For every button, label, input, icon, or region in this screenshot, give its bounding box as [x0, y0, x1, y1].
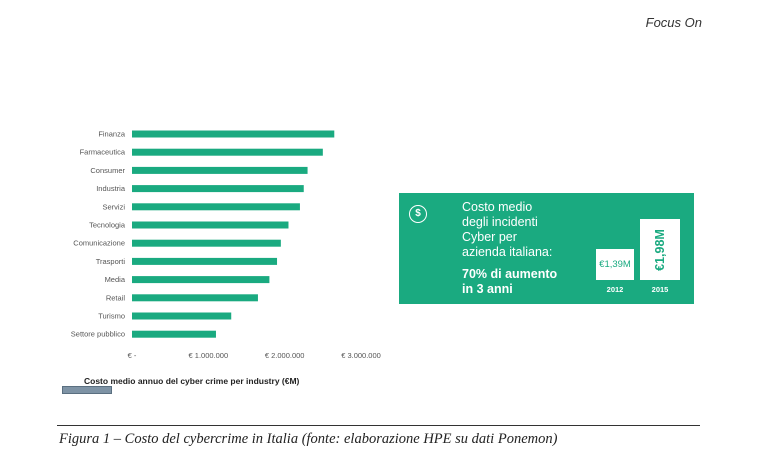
- legend-swatch: [62, 386, 112, 394]
- bar-finanza: [132, 130, 335, 138]
- bar-servizi: [132, 203, 300, 211]
- bar-farmaceutica: [132, 148, 323, 156]
- x-tick-label: € -: [128, 351, 137, 360]
- category-label: Consumer: [90, 166, 125, 175]
- bar-retail: [132, 294, 258, 302]
- info-line: Costo medio: [462, 200, 533, 214]
- category-label: Servizi: [102, 202, 125, 211]
- info-highlight-line: 70% di aumento: [462, 267, 558, 281]
- dollar-coin-icon: $: [409, 205, 427, 223]
- category-labels: Finanza Farmaceutica Consumer Industria Serv…: [71, 130, 126, 339]
- section-header: Focus On: [645, 15, 702, 30]
- category-label: Turismo: [98, 312, 125, 321]
- bar-industria: [132, 185, 304, 193]
- category-label: Tecnologia: [89, 221, 126, 230]
- info-line: azienda italiana:: [462, 245, 553, 259]
- bar-consumer: [132, 166, 308, 174]
- x-tick-label: € 1.000.000: [189, 351, 229, 360]
- category-label: Settore pubblico: [71, 330, 125, 339]
- category-label: Media: [105, 275, 126, 284]
- x-tick-label: € 2.000.000: [265, 351, 305, 360]
- info-bar-2012: €1,39M: [596, 249, 634, 280]
- x-axis-title: Costo medio annuo del cyber crime per in…: [84, 376, 300, 386]
- x-tick-label: € 3.000.000: [341, 351, 381, 360]
- info-bar-2015: €1,98M: [640, 219, 680, 280]
- info-line: degli incidenti: [462, 215, 538, 229]
- info-line: Cyber per: [462, 230, 517, 244]
- info-bar-2015-label: €1,98M: [653, 228, 667, 271]
- x-tick-labels: € - € 1.000.000 € 2.000.000 € 3.000.000: [128, 351, 381, 360]
- bar-turismo: [132, 312, 232, 320]
- bars-group: [132, 130, 335, 338]
- category-label: Retail: [106, 293, 126, 302]
- bar-chart: Finanza Farmaceutica Consumer Industria Serv…: [71, 130, 381, 387]
- bar-trasporti: [132, 257, 278, 265]
- category-label: Trasporti: [96, 257, 126, 266]
- bar-settore-pubblico: [132, 330, 216, 338]
- year-label-2015: 2015: [651, 285, 669, 294]
- bar-comunicazione: [132, 239, 281, 247]
- year-label-2012: 2012: [606, 285, 624, 294]
- category-label: Farmaceutica: [80, 148, 126, 157]
- info-highlight-line: in 3 anni: [462, 282, 513, 296]
- info-text: Costo medio degli incidenti Cyber per az…: [462, 200, 612, 260]
- caption-rule: [57, 425, 700, 426]
- figure-caption: Figura 1 – Costo del cybercrime in Itali…: [59, 431, 558, 447]
- bar-tecnologia: [132, 221, 289, 229]
- category-label: Finanza: [98, 130, 126, 139]
- category-label: Industria: [96, 184, 126, 193]
- info-box: $ Costo medio degli incidenti Cyber per …: [399, 193, 694, 304]
- info-highlight: 70% di aumento in 3 anni: [462, 267, 612, 297]
- bar-media: [132, 276, 270, 284]
- category-label: Comunicazione: [73, 239, 125, 248]
